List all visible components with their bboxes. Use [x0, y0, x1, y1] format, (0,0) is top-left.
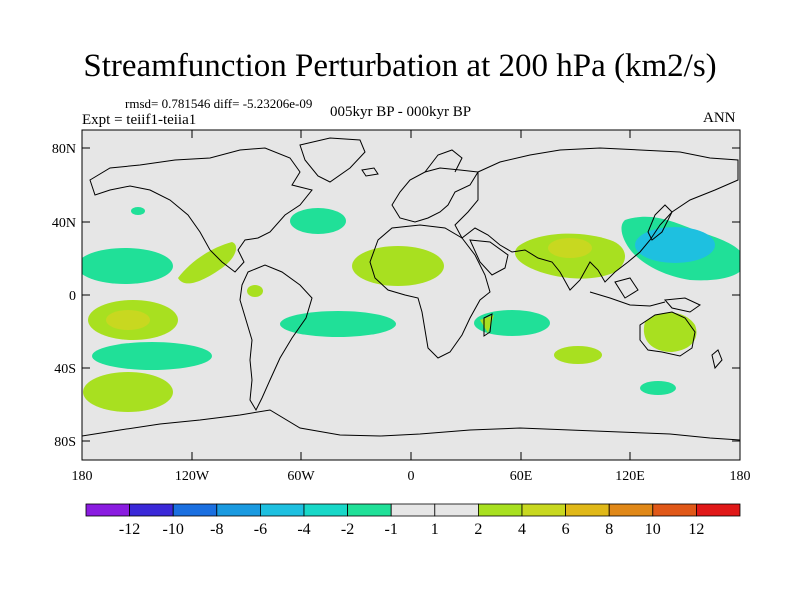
colorbar-box	[347, 503, 392, 517]
coast-iceland	[361, 167, 379, 177]
coast-africa	[369, 224, 491, 359]
coast-greenland	[299, 137, 366, 183]
lat-tick-label: 0	[69, 289, 76, 304]
contour-fills	[82, 207, 740, 412]
contour-asia-inner	[548, 238, 592, 258]
colorbar: -12 -10 -8 -6 -4 -2 -1 1 2 4 6 8 10 12	[85, 503, 741, 538]
lat-tick-label: 80S	[54, 435, 76, 450]
colorbar-box	[85, 503, 130, 517]
colorbar-box	[390, 503, 436, 517]
contour-south-pacific-negative	[92, 342, 212, 370]
contour-south-atlantic	[280, 311, 396, 337]
colorbar-label: 8	[605, 521, 613, 538]
coast-north-america	[89, 147, 313, 273]
contour-indian-ocean-positive	[554, 346, 602, 364]
colorbar-box	[434, 503, 479, 517]
contour-south-indian-negative	[640, 381, 676, 395]
coastlines	[82, 137, 740, 441]
colorbar-box	[565, 503, 610, 517]
coast-scandinavia	[424, 149, 463, 173]
colorbar-box	[652, 503, 697, 517]
contour-north-atlantic	[290, 208, 346, 234]
coast-new-zealand	[711, 349, 723, 370]
lat-tick-label: 40S	[54, 362, 76, 377]
contour-southern-ocean-positive	[83, 372, 173, 412]
contour-australia	[643, 312, 697, 352]
season-label: ANN	[703, 110, 736, 126]
lat-tick-label: 80N	[52, 142, 76, 157]
colorbar-box	[521, 503, 566, 517]
contour-central-america	[178, 242, 237, 284]
colorbar-box	[216, 503, 261, 517]
colorbar-box	[303, 503, 348, 517]
colorbar-label: 10	[645, 521, 661, 538]
colorbar-label: 4	[518, 521, 526, 538]
coast-antarctica	[82, 409, 740, 441]
colorbar-label: 12	[688, 521, 704, 538]
colorbar-box	[259, 503, 305, 517]
lon-tick-label: 60E	[510, 469, 533, 484]
colorbar-box	[129, 503, 174, 517]
colorbar-label: 6	[562, 521, 570, 538]
colorbar-label: 1	[431, 521, 439, 538]
colorbar-label: -4	[297, 521, 310, 538]
colorbar-box	[172, 503, 218, 517]
contour-east-pacific-negative	[82, 248, 173, 284]
colorbar-label: -10	[163, 521, 184, 538]
lon-tick-label: 120W	[175, 469, 210, 484]
lon-tick-label: 60W	[287, 469, 315, 484]
colorbar-label: -12	[119, 521, 140, 538]
coast-arabia	[469, 239, 509, 276]
coast-south-america	[239, 264, 313, 412]
lat-axis: 80N 40N 0 40S 80S	[52, 142, 740, 450]
lon-tick-label: 120E	[615, 469, 645, 484]
experiment-label: Expt = teiif1-teiia1	[82, 112, 197, 128]
colorbar-box	[608, 503, 654, 517]
lon-axis: 180 120W 60W 0 60E 120E 180	[72, 130, 751, 484]
colorbar-box	[696, 503, 741, 517]
colorbar-label: -8	[210, 521, 223, 538]
lon-tick-label: 0	[408, 469, 415, 484]
coast-japan	[647, 204, 673, 241]
lon-tick-label: 180	[730, 469, 751, 484]
colorbar-label: -1	[385, 521, 398, 538]
contour-small-north-pacific	[131, 207, 145, 215]
map-title: Streamfunction Perturbation at 200 hPa (…	[83, 48, 717, 84]
coast-borneo	[614, 277, 639, 299]
contour-small-south-america	[247, 285, 263, 297]
coast-asia	[454, 147, 739, 291]
lat-tick-label: 40N	[52, 216, 76, 231]
lon-tick-label: 180	[72, 469, 93, 484]
colorbar-label: 2	[474, 521, 482, 538]
colorbar-box	[477, 503, 523, 517]
stats-line: rmsd= 0.781546 diff= -5.23206e-09	[125, 96, 313, 111]
coast-madagascar	[483, 313, 493, 337]
coast-new-guinea	[663, 297, 701, 313]
coast-australia	[639, 311, 696, 357]
colorbar-label: -2	[341, 521, 354, 538]
period-label: 005kyr BP - 000kyr BP	[330, 104, 472, 120]
contour-south-pacific-inner	[106, 310, 150, 330]
coast-indonesia	[589, 291, 666, 307]
contour-atlantic-positive	[352, 246, 444, 286]
contour-nw-pacific-inner	[635, 227, 715, 263]
colorbar-label: -6	[254, 521, 267, 538]
